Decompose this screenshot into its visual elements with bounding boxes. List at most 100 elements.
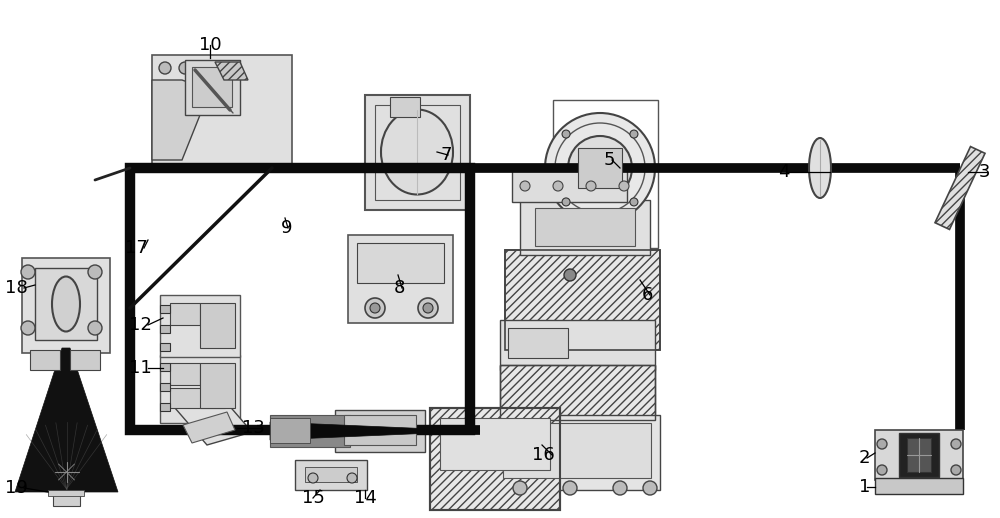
Circle shape [308, 473, 318, 483]
Text: 15: 15 [302, 489, 324, 507]
Bar [348, 235, 453, 323]
Circle shape [365, 298, 385, 318]
Bar [53, 492, 80, 506]
Text: 2: 2 [858, 449, 870, 467]
Text: 14: 14 [354, 489, 376, 507]
Bar [200, 363, 235, 408]
Bar [335, 410, 425, 452]
Bar [535, 208, 635, 246]
Bar [270, 418, 310, 443]
Circle shape [951, 439, 961, 449]
Bar [270, 415, 350, 447]
Bar [170, 388, 225, 408]
Bar [553, 100, 658, 248]
Text: 19: 19 [5, 479, 28, 497]
Bar [305, 467, 357, 482]
Circle shape [630, 198, 638, 206]
Circle shape [88, 265, 102, 279]
Text: 11: 11 [129, 359, 152, 377]
Bar [585, 215, 615, 245]
Bar [160, 363, 170, 371]
Bar [160, 325, 170, 333]
Circle shape [586, 181, 596, 191]
Polygon shape [215, 62, 248, 80]
Bar [430, 408, 560, 510]
Bar [500, 365, 655, 420]
Bar [390, 97, 420, 117]
Bar [200, 303, 235, 348]
Bar [22, 258, 110, 353]
Bar [192, 67, 232, 107]
Bar [430, 408, 560, 510]
Text: 9: 9 [281, 219, 292, 237]
Text: 6: 6 [642, 286, 653, 304]
Circle shape [513, 481, 527, 495]
Bar [375, 105, 460, 200]
Circle shape [563, 481, 577, 495]
Bar [500, 365, 655, 420]
Circle shape [613, 481, 627, 495]
Circle shape [21, 321, 35, 335]
Bar [160, 383, 170, 391]
Bar [875, 430, 963, 480]
Bar [495, 415, 660, 490]
Text: 16: 16 [532, 446, 555, 464]
Text: 1: 1 [859, 478, 870, 496]
Circle shape [877, 439, 887, 449]
Bar [160, 403, 170, 411]
Circle shape [643, 481, 657, 495]
Ellipse shape [809, 138, 831, 198]
Circle shape [877, 465, 887, 475]
Circle shape [88, 321, 102, 335]
Bar [170, 303, 200, 325]
Bar [160, 343, 170, 351]
Circle shape [21, 265, 35, 279]
Bar [520, 200, 650, 255]
Polygon shape [270, 422, 480, 440]
Text: 7: 7 [440, 146, 452, 164]
Bar [170, 363, 200, 385]
Bar [185, 60, 240, 115]
Bar [875, 478, 963, 494]
Bar [899, 433, 939, 477]
Polygon shape [152, 80, 210, 160]
Polygon shape [15, 348, 118, 492]
Circle shape [347, 473, 357, 483]
Circle shape [370, 303, 380, 313]
Bar [35, 268, 97, 340]
Bar [365, 95, 470, 210]
Polygon shape [183, 412, 235, 443]
Circle shape [562, 130, 570, 138]
Text: 3: 3 [978, 163, 990, 181]
Bar [152, 55, 292, 170]
Bar [130, 168, 470, 430]
Circle shape [418, 298, 438, 318]
Ellipse shape [52, 277, 80, 332]
Bar [505, 250, 660, 350]
Bar [48, 490, 84, 496]
Ellipse shape [381, 109, 453, 194]
Text: 5: 5 [604, 151, 615, 169]
Bar [907, 438, 931, 472]
Bar [70, 350, 100, 370]
Bar [30, 350, 60, 370]
Circle shape [564, 269, 576, 281]
Bar [357, 243, 444, 283]
Bar [503, 423, 651, 478]
Text: 13: 13 [242, 419, 265, 437]
Bar [505, 250, 660, 350]
Bar [344, 415, 416, 445]
Bar [578, 148, 622, 188]
Bar [160, 305, 170, 313]
Bar [440, 418, 550, 470]
Text: 8: 8 [394, 279, 405, 297]
Polygon shape [175, 395, 252, 445]
Circle shape [951, 465, 961, 475]
Circle shape [545, 113, 655, 223]
Bar [295, 460, 367, 490]
Circle shape [553, 181, 563, 191]
Circle shape [562, 198, 570, 206]
Text: 4: 4 [778, 163, 790, 181]
Circle shape [179, 62, 191, 74]
Circle shape [630, 130, 638, 138]
